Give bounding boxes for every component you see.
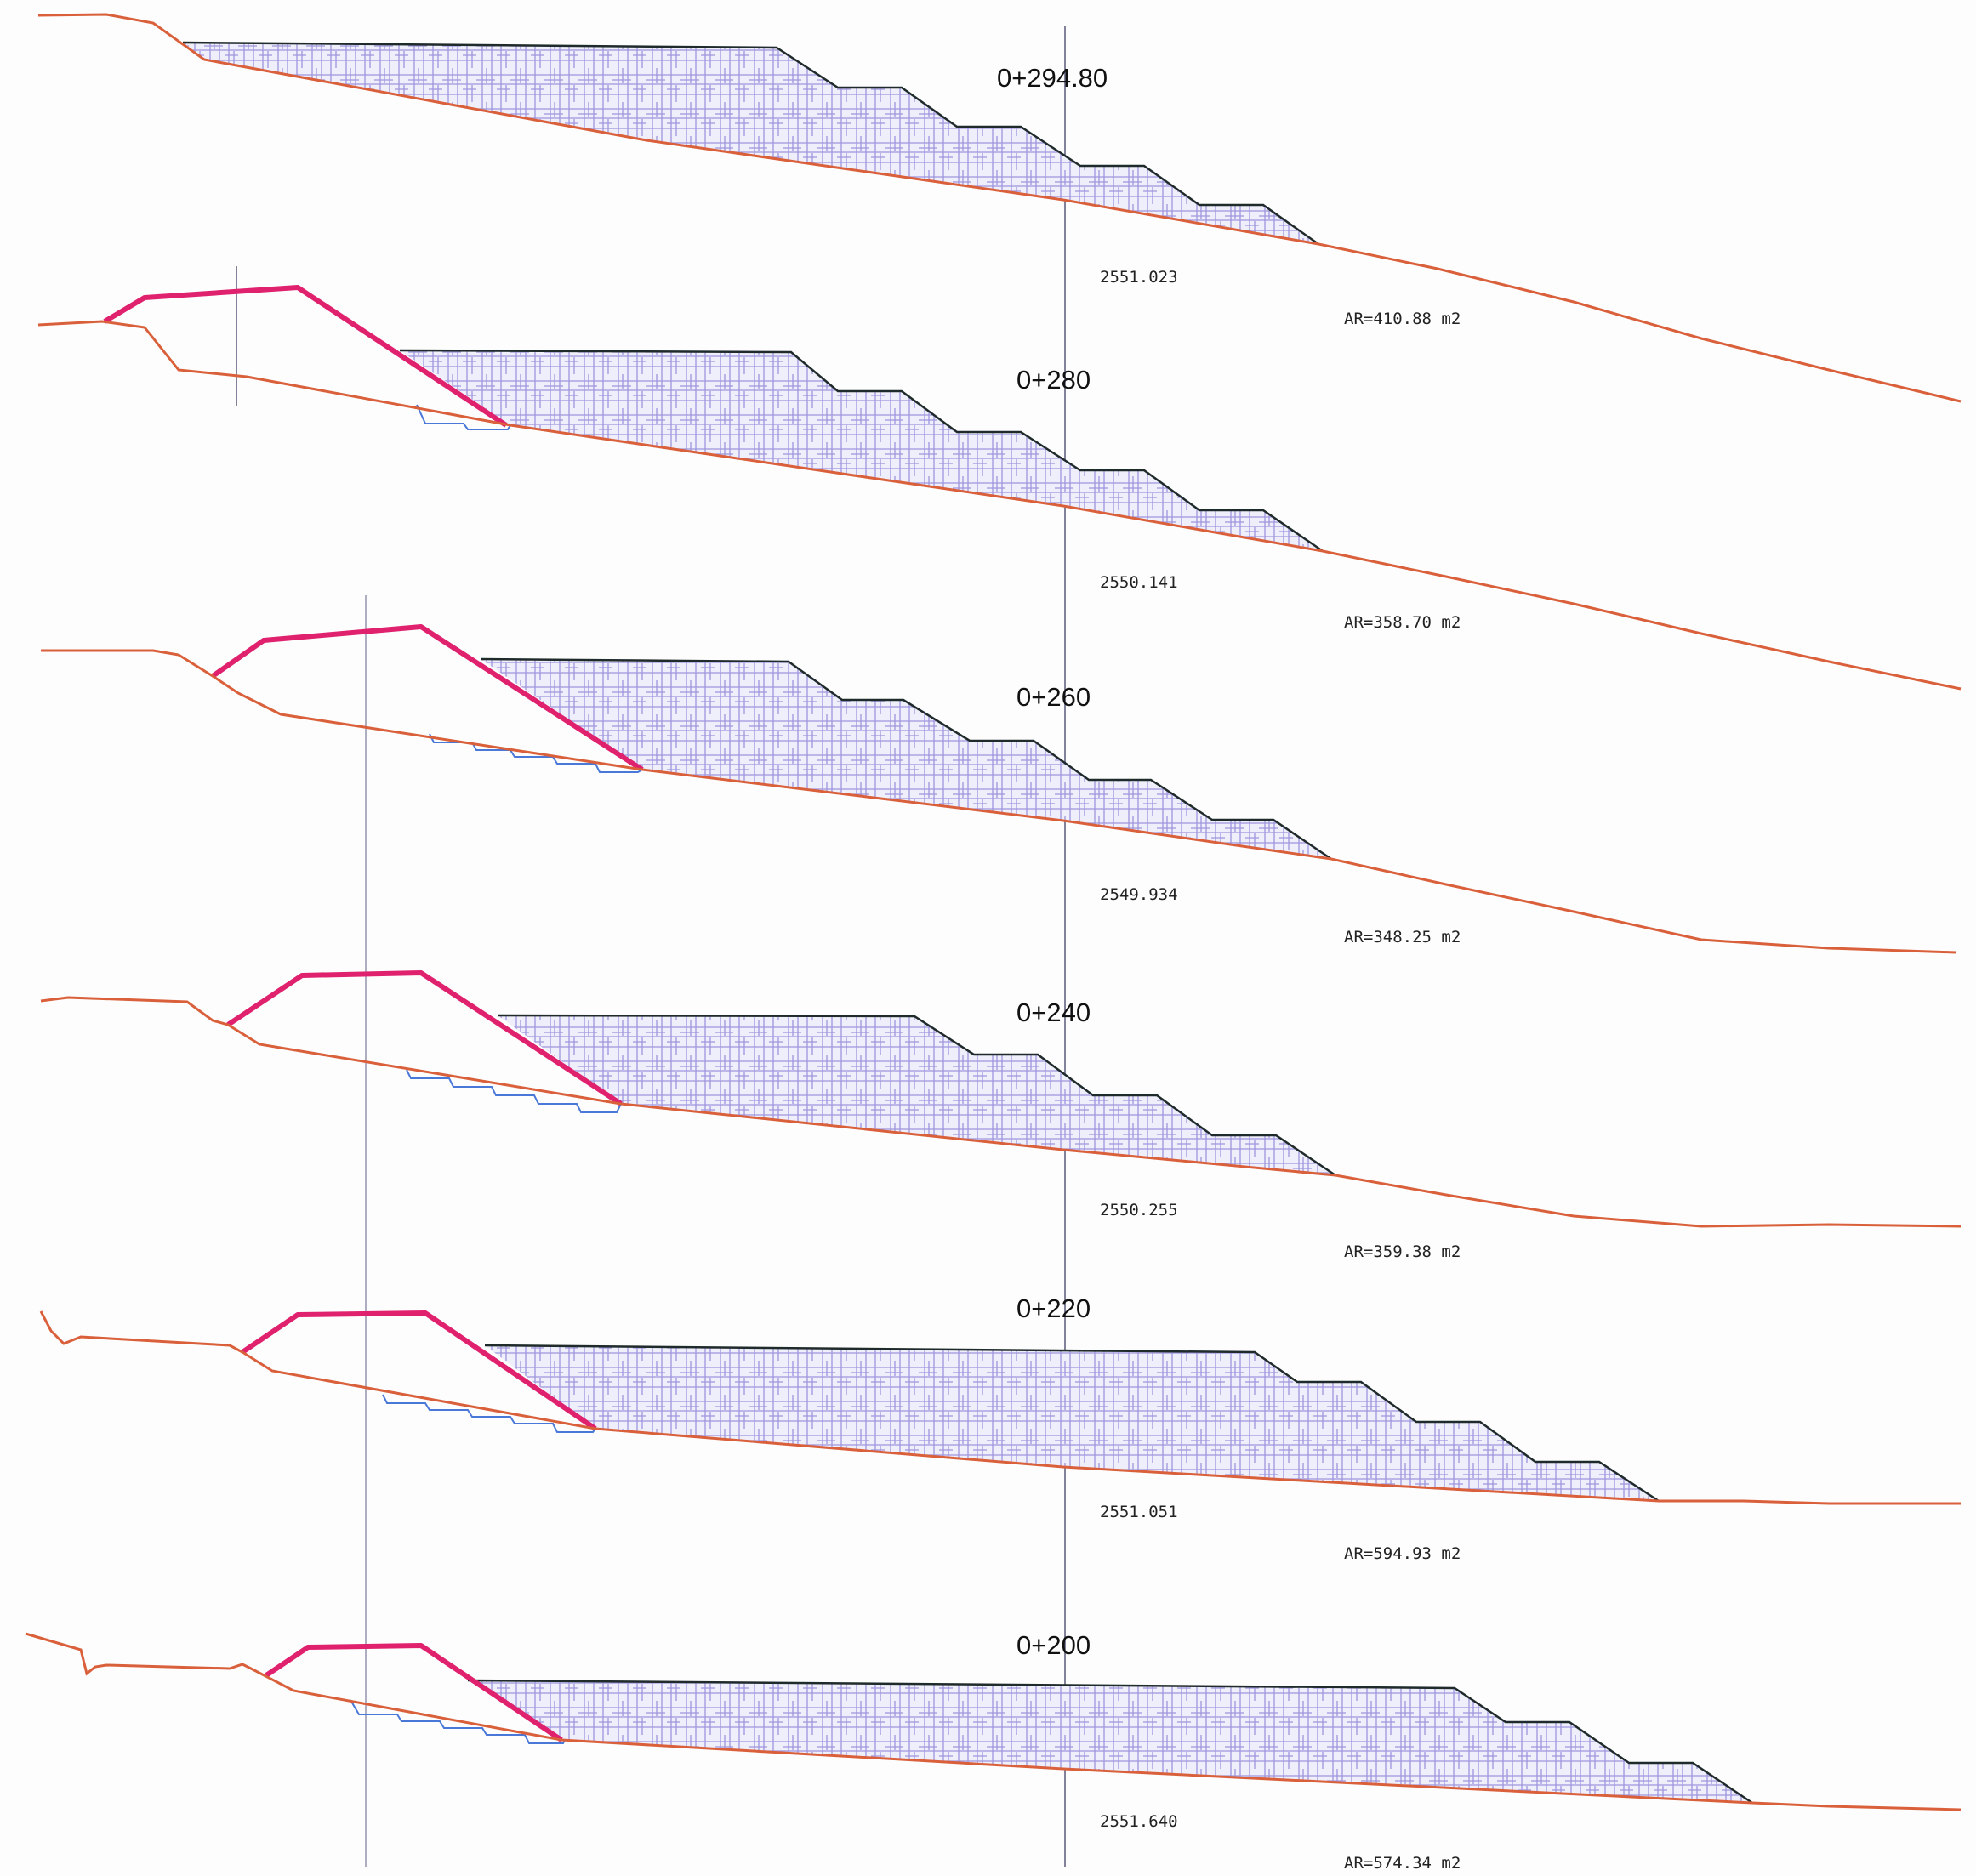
station-label: 0+200	[1016, 1630, 1091, 1660]
area-label: AR=359.38 m2	[1344, 1242, 1461, 1261]
elevation-label: 2549.934	[1100, 885, 1178, 904]
cut-area	[400, 350, 1323, 551]
ground-line	[40, 996, 1962, 1228]
cut-area	[183, 43, 1318, 244]
section-0200: 0+200 2551.640 AR=574.34 m2	[25, 1630, 1962, 1873]
station-label: 0+220	[1016, 1293, 1091, 1323]
area-label: AR=594.93 m2	[1344, 1544, 1461, 1563]
cut-area	[485, 1345, 1659, 1501]
bench-steps	[350, 1699, 566, 1744]
section-0280: 0+280 2550.141 AR=358.70 m2	[37, 285, 1962, 691]
ground-line	[41, 649, 1957, 954]
elevation-label: 2551.051	[1100, 1503, 1178, 1521]
berm	[265, 1643, 563, 1742]
section-0260: 0+260 2549.934 AR=348.25 m2	[41, 624, 1957, 954]
station-label: 0+260	[1016, 682, 1091, 712]
area-label: AR=574.34 m2	[1344, 1854, 1461, 1873]
cut-outline	[497, 1014, 1336, 1177]
station-label: 0+240	[1016, 998, 1091, 1027]
ground-line	[37, 320, 1962, 691]
section-0240: 0+240 2550.255 AR=359.38 m2	[40, 970, 1962, 1261]
bench-steps	[416, 404, 511, 430]
cut-outline	[484, 1344, 1660, 1503]
berm	[241, 1310, 597, 1431]
cut-outline	[480, 657, 1332, 861]
elevation-label: 2551.023	[1100, 268, 1178, 287]
bench-steps	[382, 1394, 596, 1433]
ground-line	[37, 13, 1962, 403]
cut-area	[498, 1015, 1335, 1175]
elevation-label: 2550.141	[1100, 573, 1178, 592]
area-label: AR=410.88 m2	[1344, 310, 1461, 328]
elevation-label: 2550.255	[1100, 1201, 1178, 1219]
berm	[226, 970, 623, 1106]
cut-area	[481, 659, 1331, 859]
elevation-label: 2551.640	[1100, 1812, 1178, 1831]
section-0220: 0+220 2551.051 AR=594.93 m2	[39, 1293, 1961, 1563]
berm	[211, 624, 644, 772]
station-label: 0+280	[1016, 365, 1091, 395]
bench-steps	[406, 1069, 622, 1113]
ground-line	[25, 1632, 1962, 1811]
cut-outline	[182, 41, 1319, 246]
berm	[103, 285, 508, 428]
ground-line	[39, 1310, 1961, 1505]
cut-outline	[399, 349, 1324, 553]
cut-outline	[467, 1679, 1753, 1805]
section-0294: 0+294.80 2551.023 AR=410.88 m2	[37, 13, 1962, 403]
station-label: 0+294.80	[997, 63, 1108, 93]
area-label: AR=358.70 m2	[1344, 613, 1461, 632]
cut-area	[468, 1680, 1752, 1803]
area-label: AR=348.25 m2	[1344, 928, 1461, 947]
